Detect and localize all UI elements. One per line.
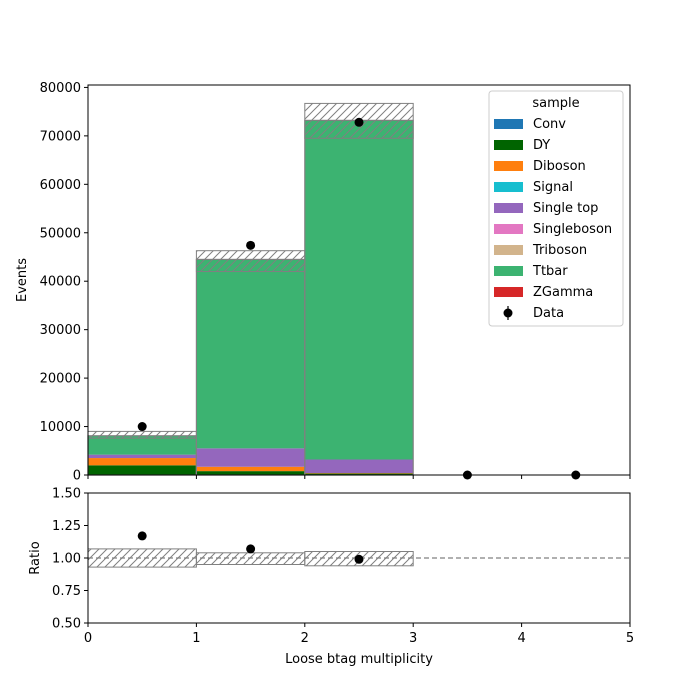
stack-bar-dy [196,471,305,475]
ratio-point [354,554,364,564]
ratio-panel: 0.50 0.75 1.00 1.25 1.50 0 1 2 3 4 5 Ratio Loose bta… [28,487,634,668]
stack-bar-diboson [196,466,305,472]
legend-swatch [494,245,523,255]
legend-data-marker [503,308,513,318]
data-point [137,422,147,432]
legend-swatch [494,266,523,276]
legend-swatch [494,224,523,234]
y-tick-label: 0 [73,469,81,484]
stack-bar-diboson [88,458,197,466]
stack-bar-single-top [196,448,305,467]
y-tick-label: 70000 [40,129,81,144]
x-tick-label: 5 [626,631,634,646]
y-tick-label: 50000 [40,226,81,241]
ratio-y-tick-label: 0.75 [52,584,81,599]
legend-label: Conv [533,117,566,132]
ratio-y-tick-label: 1.50 [52,487,81,502]
x-tick-label: 3 [409,631,417,646]
stack-bar-single-top [88,454,197,459]
x-tick-label: 2 [301,631,309,646]
y-tick-label: 30000 [40,323,81,338]
legend-label: Single top [533,201,598,216]
stack-bar-single-top [304,459,414,474]
y-tick-label: 20000 [40,372,81,387]
y-tick-label: 40000 [40,275,81,290]
x-tick-label: 0 [84,631,92,646]
legend-swatch [494,203,523,213]
x-tick-label: 1 [192,631,200,646]
legend-swatch [494,119,523,129]
ratio-y-axis-title: Ratio [28,541,43,574]
legend: sample Conv DY Diboson Signal Single top Singl… [488,90,624,327]
uncertainty-band [87,430,197,439]
y-tick-label: 60000 [40,178,81,193]
ratio-uncertainty-band [195,552,306,565]
x-tick-label: 4 [517,631,525,646]
legend-label: Singleboson [533,222,612,237]
legend-label: Ttbar [532,264,568,279]
legend-swatch [494,161,523,171]
legend-label: ZGamma [533,285,593,300]
data-point [246,240,256,250]
ratio-y-tick-label: 1.25 [52,519,81,534]
legend-label: Data [533,306,564,321]
legend-title: sample [532,96,579,111]
uncertainty-band [195,250,306,273]
stack-bar-ttbar [304,120,414,460]
stack-bar-ttbar [88,435,197,455]
ratio-point [246,544,256,554]
y-tick-label: 10000 [40,420,81,435]
x-axis-title: Loose btag multiplicity [285,652,433,667]
main-panel: 0 10000 20000 30000 40000 50000 60000 70000 8000… [15,81,631,484]
legend-swatch [494,182,523,192]
main-frame [87,84,631,476]
legend-label: DY [533,138,550,153]
ratio-y-tick-label: 1.00 [52,552,81,567]
data-point [354,117,364,127]
stack-bar-dy [88,465,197,475]
stack-bar-ttbar [196,259,305,449]
legend-label: Diboson [533,159,586,174]
ratio-y-tick-label: 0.50 [52,617,81,632]
legend-swatch [494,140,523,150]
y-axis-title: Events [15,258,30,302]
ratio-point [137,531,147,541]
legend-label: Signal [533,180,573,195]
y-tick-label: 80000 [40,81,81,96]
stack-bar-dy [304,473,414,475]
legend-swatch [494,287,523,297]
legend-label: Triboson [532,243,587,258]
